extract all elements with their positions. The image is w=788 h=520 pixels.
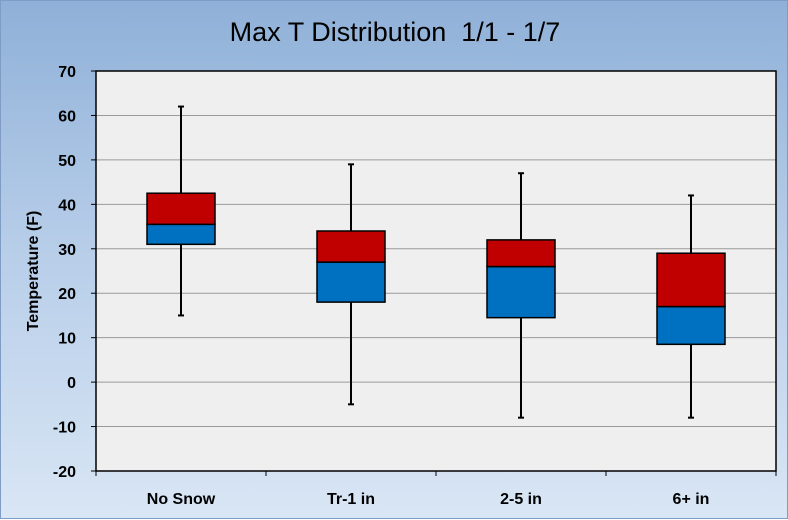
- lower-box: [656, 305, 726, 346]
- upper-box: [316, 230, 386, 263]
- lower-box: [316, 261, 386, 303]
- box-2-5-in: [486, 172, 556, 419]
- y-tick-label: 30: [58, 242, 76, 259]
- y-tick-label: 40: [58, 197, 76, 214]
- y-tick-label: -10: [53, 420, 76, 437]
- x-tick-label: 6+ in: [673, 491, 710, 508]
- y-tick-label: 0: [67, 375, 76, 392]
- y-tick-label: -20: [53, 464, 76, 481]
- upper-box: [486, 239, 556, 268]
- y-tick-label: 50: [58, 153, 76, 170]
- x-tick-label: Tr-1 in: [327, 491, 375, 508]
- lower-box: [486, 265, 556, 319]
- x-tick-label: 2-5 in: [500, 491, 542, 508]
- box-6-in: [656, 194, 726, 419]
- y-axis-ticks: -20 -10 0 10 20 30 40 50 60 70: [53, 64, 96, 481]
- upper-box: [656, 252, 726, 308]
- plot-area: [95, 70, 777, 472]
- y-tick-label: 20: [58, 286, 76, 303]
- box-no-snow: [146, 105, 216, 317]
- y-tick-label: 70: [58, 64, 76, 81]
- y-axis-label: Temperature (F): [25, 211, 42, 332]
- box-tr-1-in: [316, 163, 386, 406]
- upper-box: [146, 192, 216, 226]
- y-tick-label: 10: [58, 331, 76, 348]
- x-axis-ticks: No Snow Tr-1 in 2-5 in 6+ in: [95, 471, 777, 508]
- y-tick-label: 60: [58, 108, 76, 125]
- x-tick-label: No Snow: [147, 491, 216, 508]
- chart-title: Max T Distribution 1/1 - 1/7: [230, 17, 561, 47]
- lower-box: [146, 223, 216, 246]
